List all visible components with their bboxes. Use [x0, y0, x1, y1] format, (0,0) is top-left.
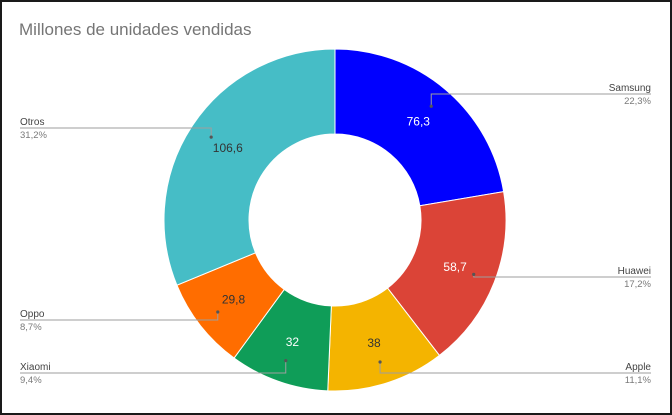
- callout-line-otros: [20, 127, 212, 138]
- chart-title: Millones de unidades vendidas: [19, 20, 252, 39]
- callout-line-samsung: [430, 93, 651, 107]
- slice-otros[interactable]: [163, 48, 336, 286]
- category-label-huawei: Huawei: [618, 266, 651, 277]
- callout-dot-samsung: [429, 104, 433, 108]
- callout-dot-xiaomi: [284, 359, 288, 363]
- value-label-huawei: 58,7: [443, 260, 467, 274]
- category-label-oppo: Oppo: [20, 309, 45, 320]
- callout-line-apple: [379, 362, 651, 374]
- category-label-apple: Apple: [625, 362, 651, 373]
- category-label-otros: Otros: [20, 117, 44, 128]
- callout-dot-otros: [209, 135, 213, 139]
- category-label-xiaomi: Xiaomi: [20, 362, 51, 373]
- callout-dot-oppo: [216, 310, 220, 314]
- value-label-xiaomi: 32: [286, 335, 300, 349]
- callout-dot-apple: [378, 360, 382, 364]
- percent-label-xiaomi: 9,4%: [20, 375, 42, 386]
- percent-label-samsung: 22,3%: [624, 96, 651, 107]
- value-label-samsung: 76,3: [407, 115, 431, 129]
- percent-label-oppo: 8,7%: [20, 322, 42, 333]
- percent-label-otros: 31,2%: [20, 130, 47, 141]
- value-label-otros: 106,6: [213, 141, 243, 155]
- category-label-samsung: Samsung: [609, 83, 651, 94]
- slice-samsung[interactable]: [334, 48, 505, 207]
- callout-line-xiaomi: [20, 360, 287, 374]
- percent-label-huawei: 17,2%: [624, 279, 651, 290]
- value-label-oppo: 29,8: [222, 293, 246, 307]
- value-label-apple: 38: [367, 336, 381, 350]
- callout-dot-huawei: [472, 272, 476, 276]
- callout-line-oppo: [20, 311, 219, 321]
- percent-label-apple: 11,1%: [625, 375, 652, 386]
